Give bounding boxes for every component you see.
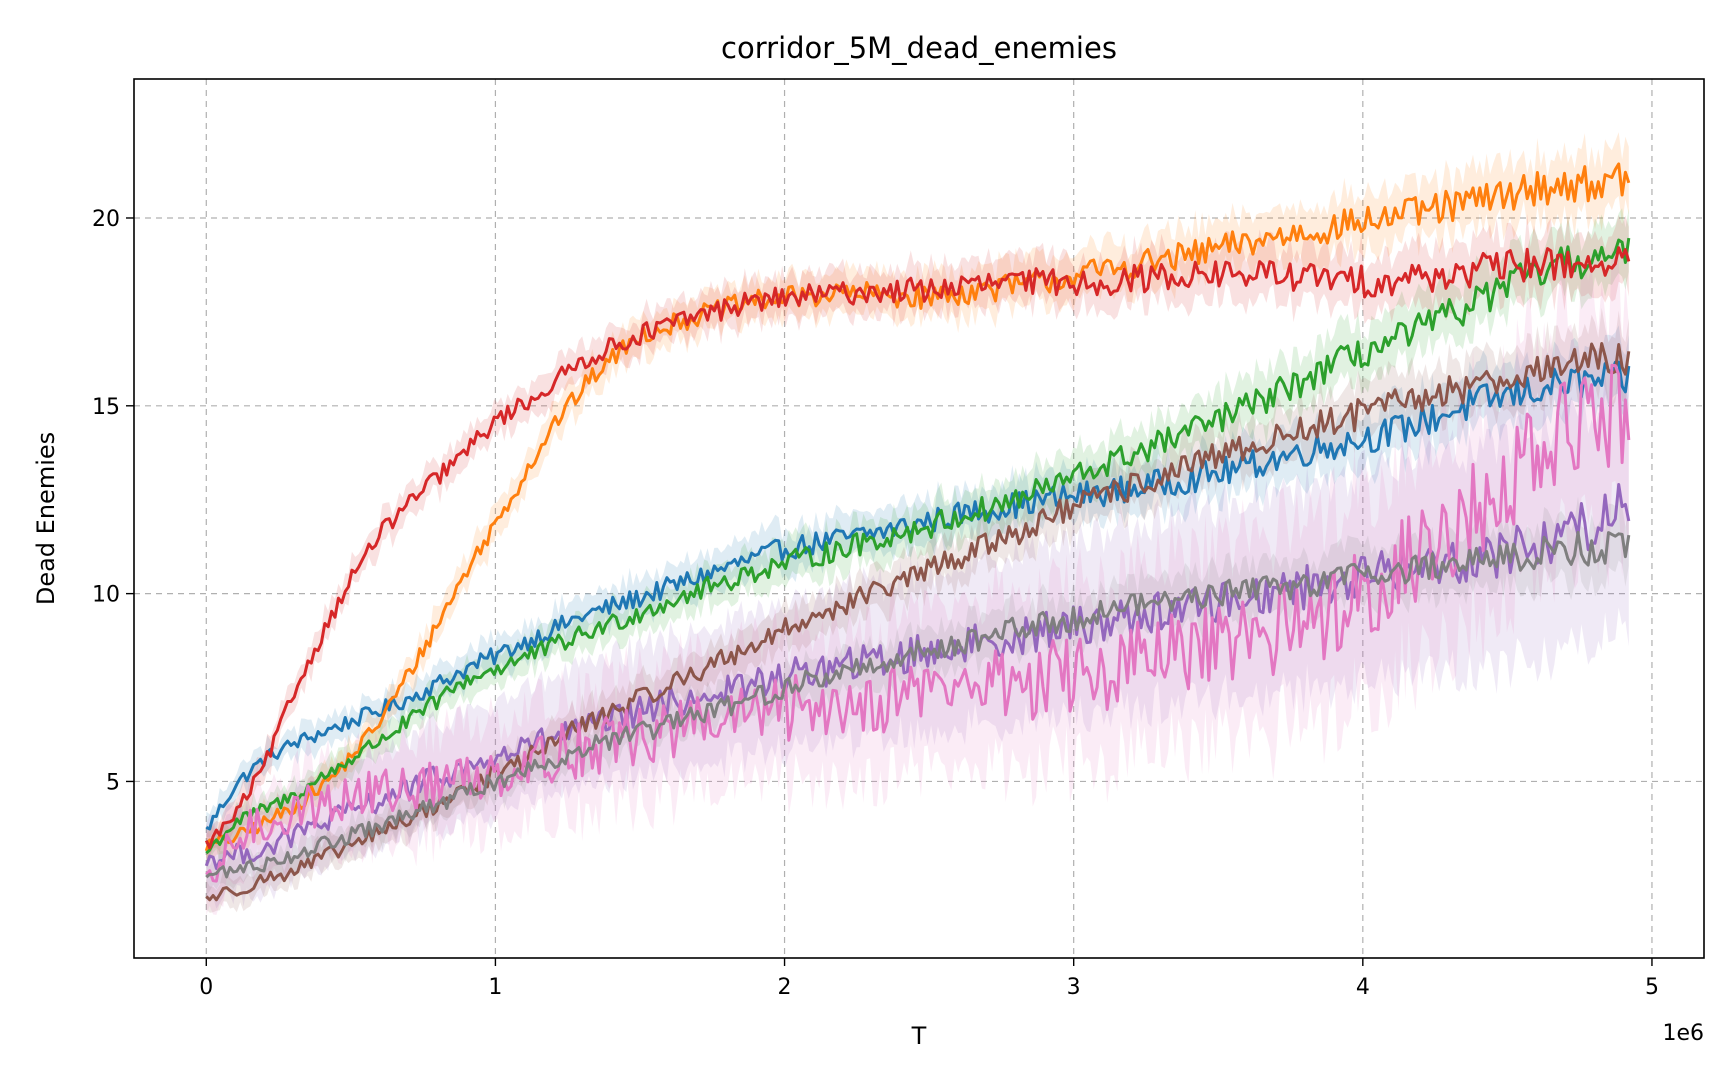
grid [134,79,1704,958]
y-tick-label: 10 [92,583,120,608]
x-tick-label: 3 [1067,975,1081,1000]
series-line [205,363,1631,883]
x-axis-title: T [911,1022,927,1050]
series-band [206,213,1629,859]
series-lines [204,162,1631,902]
series-line [204,246,1631,850]
x-tick-label: 5 [1645,975,1659,1000]
series-line [205,237,1631,855]
series-band [206,132,1629,864]
y-tick-label: 15 [92,395,120,420]
y-axis-title: Dead Enemies [32,432,60,605]
axis-ticks: 0 1 2 3 4 5 5 10 15 20 [92,207,1659,1000]
y-tick-label: 5 [106,770,120,795]
plot-frame [133,78,1705,959]
y-tick-label: 20 [92,207,120,232]
series-band [206,208,1629,869]
series-line [205,360,1631,831]
chart-title: corridor_5M_dead_enemies [721,31,1117,65]
x-axis-offset-label: 1e6 [1662,1021,1704,1046]
series-line [205,342,1631,902]
series-band [206,246,1629,916]
x-tick-label: 2 [778,975,792,1000]
x-tick-label: 1 [488,975,502,1000]
x-tick-label: 0 [199,975,213,1000]
series-line [205,530,1631,879]
x-tick-label: 4 [1356,975,1370,1000]
